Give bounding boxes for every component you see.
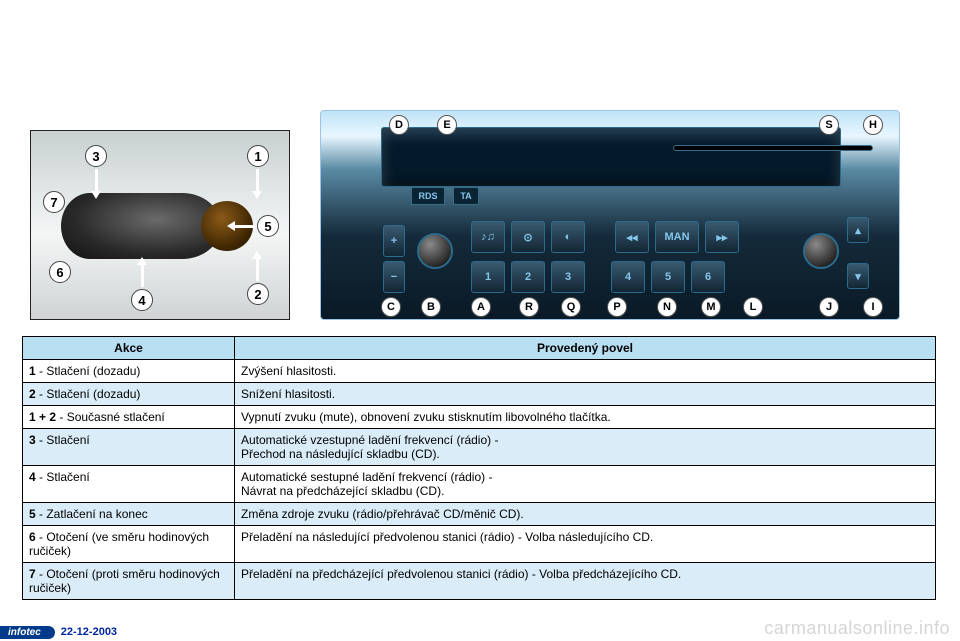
cell-action: 3 - Stlačení: [23, 429, 235, 466]
label-a: A: [471, 297, 491, 317]
header-result: Provedený povel: [235, 337, 936, 360]
eject-button: ▴: [847, 217, 869, 243]
audio-button: ♪♫: [471, 221, 505, 253]
cell-result: Zvýšení hlasitosti.: [235, 360, 936, 383]
preset-6: 6: [691, 261, 725, 293]
prev-button: ◂◂: [615, 221, 649, 253]
stalk-label-6: 6: [49, 261, 71, 283]
table-row: 5 - Zatlačení na konecZměna zdroje zvuku…: [23, 503, 936, 526]
table-row: 1 - Stlačení (dozadu)Zvýšení hlasitosti.: [23, 360, 936, 383]
label-q: Q: [561, 297, 581, 317]
label-d: D: [389, 115, 409, 135]
table-header: Akce Provedený povel: [23, 337, 936, 360]
vol-minus-button: −: [383, 261, 405, 293]
down-button: ▾: [847, 263, 869, 289]
power-knob: [417, 233, 453, 269]
footer-date: 22-12-2003: [55, 626, 117, 638]
stalk-label-7: 7: [43, 191, 65, 213]
header-action: Akce: [23, 337, 235, 360]
stalk-label-3: 3: [85, 145, 107, 167]
label-n: N: [657, 297, 677, 317]
clock-button: ⊙: [511, 221, 545, 253]
arrow: [256, 259, 259, 281]
cell-action: 5 - Zatlačení na konec: [23, 503, 235, 526]
watermark: carmanualsonline.info: [764, 618, 950, 639]
stalk-body: [61, 193, 221, 259]
brand-pill: infotec: [0, 626, 55, 639]
label-h: H: [863, 115, 883, 135]
cell-result: Automatické sestupné ladění frekvencí (r…: [235, 466, 936, 503]
label-j: J: [819, 297, 839, 317]
stalk-label-4: 4: [131, 289, 153, 311]
table-row: 6 - Otočení (ve směru hodinových ručiček…: [23, 526, 936, 563]
cell-action: 4 - Stlačení: [23, 466, 235, 503]
cell-result: Změna zdroje zvuku (rádio/přehrávač CD/m…: [235, 503, 936, 526]
ta-button: TA: [453, 187, 479, 205]
table-row: 4 - StlačeníAutomatické sestupné ladění …: [23, 466, 936, 503]
cell-action: 1 - Stlačení (dozadu): [23, 360, 235, 383]
label-m: M: [701, 297, 721, 317]
table-row: 1 + 2 - Současné stlačeníVypnutí zvuku (…: [23, 406, 936, 429]
commands-table: Akce Provedený povel 1 - Stlačení (dozad…: [22, 336, 936, 600]
preset-5: 5: [651, 261, 685, 293]
man-button: MAN: [655, 221, 699, 253]
preset-4: 4: [611, 261, 645, 293]
vol-plus-button: +: [383, 225, 405, 257]
stalk-diagram: 3 1 5 2 4 6 7: [30, 130, 290, 320]
cell-result: Přeladění na předcházející předvolenou s…: [235, 563, 936, 600]
table-row: 2 - Stlačení (dozadu)Snížení hlasitosti.: [23, 383, 936, 406]
arrow: [235, 225, 255, 228]
rds-button: RDS: [411, 187, 445, 205]
arrow: [95, 169, 98, 191]
label-i: I: [863, 297, 883, 317]
radio-display: [381, 127, 841, 187]
preset-3: 3: [551, 261, 585, 293]
cell-action: 6 - Otočení (ve směru hodinových ručiček…: [23, 526, 235, 563]
page: 3 1 5 2 4 6 7 RDS TA + − ♪♫ ⊙ ◐ ◂◂: [0, 0, 960, 641]
label-p: P: [607, 297, 627, 317]
cell-result: Vypnutí zvuku (mute), obnovení zvuku sti…: [235, 406, 936, 429]
cell-action: 2 - Stlačení (dozadu): [23, 383, 235, 406]
table-row: 3 - StlačeníAutomatické vzestupné ladění…: [23, 429, 936, 466]
cd-slot: [673, 145, 873, 151]
next-button: ▸▸: [705, 221, 739, 253]
label-e: E: [437, 115, 457, 135]
table-row: 7 - Otočení (proti směru hodinových ruči…: [23, 563, 936, 600]
radio-diagram: RDS TA + − ♪♫ ⊙ ◐ ◂◂ MAN ▸▸ 1 2 3 4 5 6 …: [320, 110, 900, 320]
stalk-label-2: 2: [247, 283, 269, 305]
stalk-label-1: 1: [247, 145, 269, 167]
preset-1: 1: [471, 261, 505, 293]
label-s: S: [819, 115, 839, 135]
arrow: [141, 265, 144, 287]
label-b: B: [421, 297, 441, 317]
label-r: R: [519, 297, 539, 317]
preset-2: 2: [511, 261, 545, 293]
label-c: C: [381, 297, 401, 317]
label-l: L: [743, 297, 763, 317]
stalk-label-5: 5: [257, 215, 279, 237]
cell-result: Automatické vzestupné ladění frekvencí (…: [235, 429, 936, 466]
cell-action: 7 - Otočení (proti směru hodinových ruči…: [23, 563, 235, 600]
cell-action: 1 + 2 - Současné stlačení: [23, 406, 235, 429]
diagram-row: 3 1 5 2 4 6 7 RDS TA + − ♪♫ ⊙ ◐ ◂◂: [0, 0, 960, 330]
arrow: [256, 169, 259, 191]
dark-button: ◐: [551, 221, 585, 253]
cell-result: Snížení hlasitosti.: [235, 383, 936, 406]
nav-knob: [803, 233, 839, 269]
cell-result: Přeladění na následující předvolenou sta…: [235, 526, 936, 563]
